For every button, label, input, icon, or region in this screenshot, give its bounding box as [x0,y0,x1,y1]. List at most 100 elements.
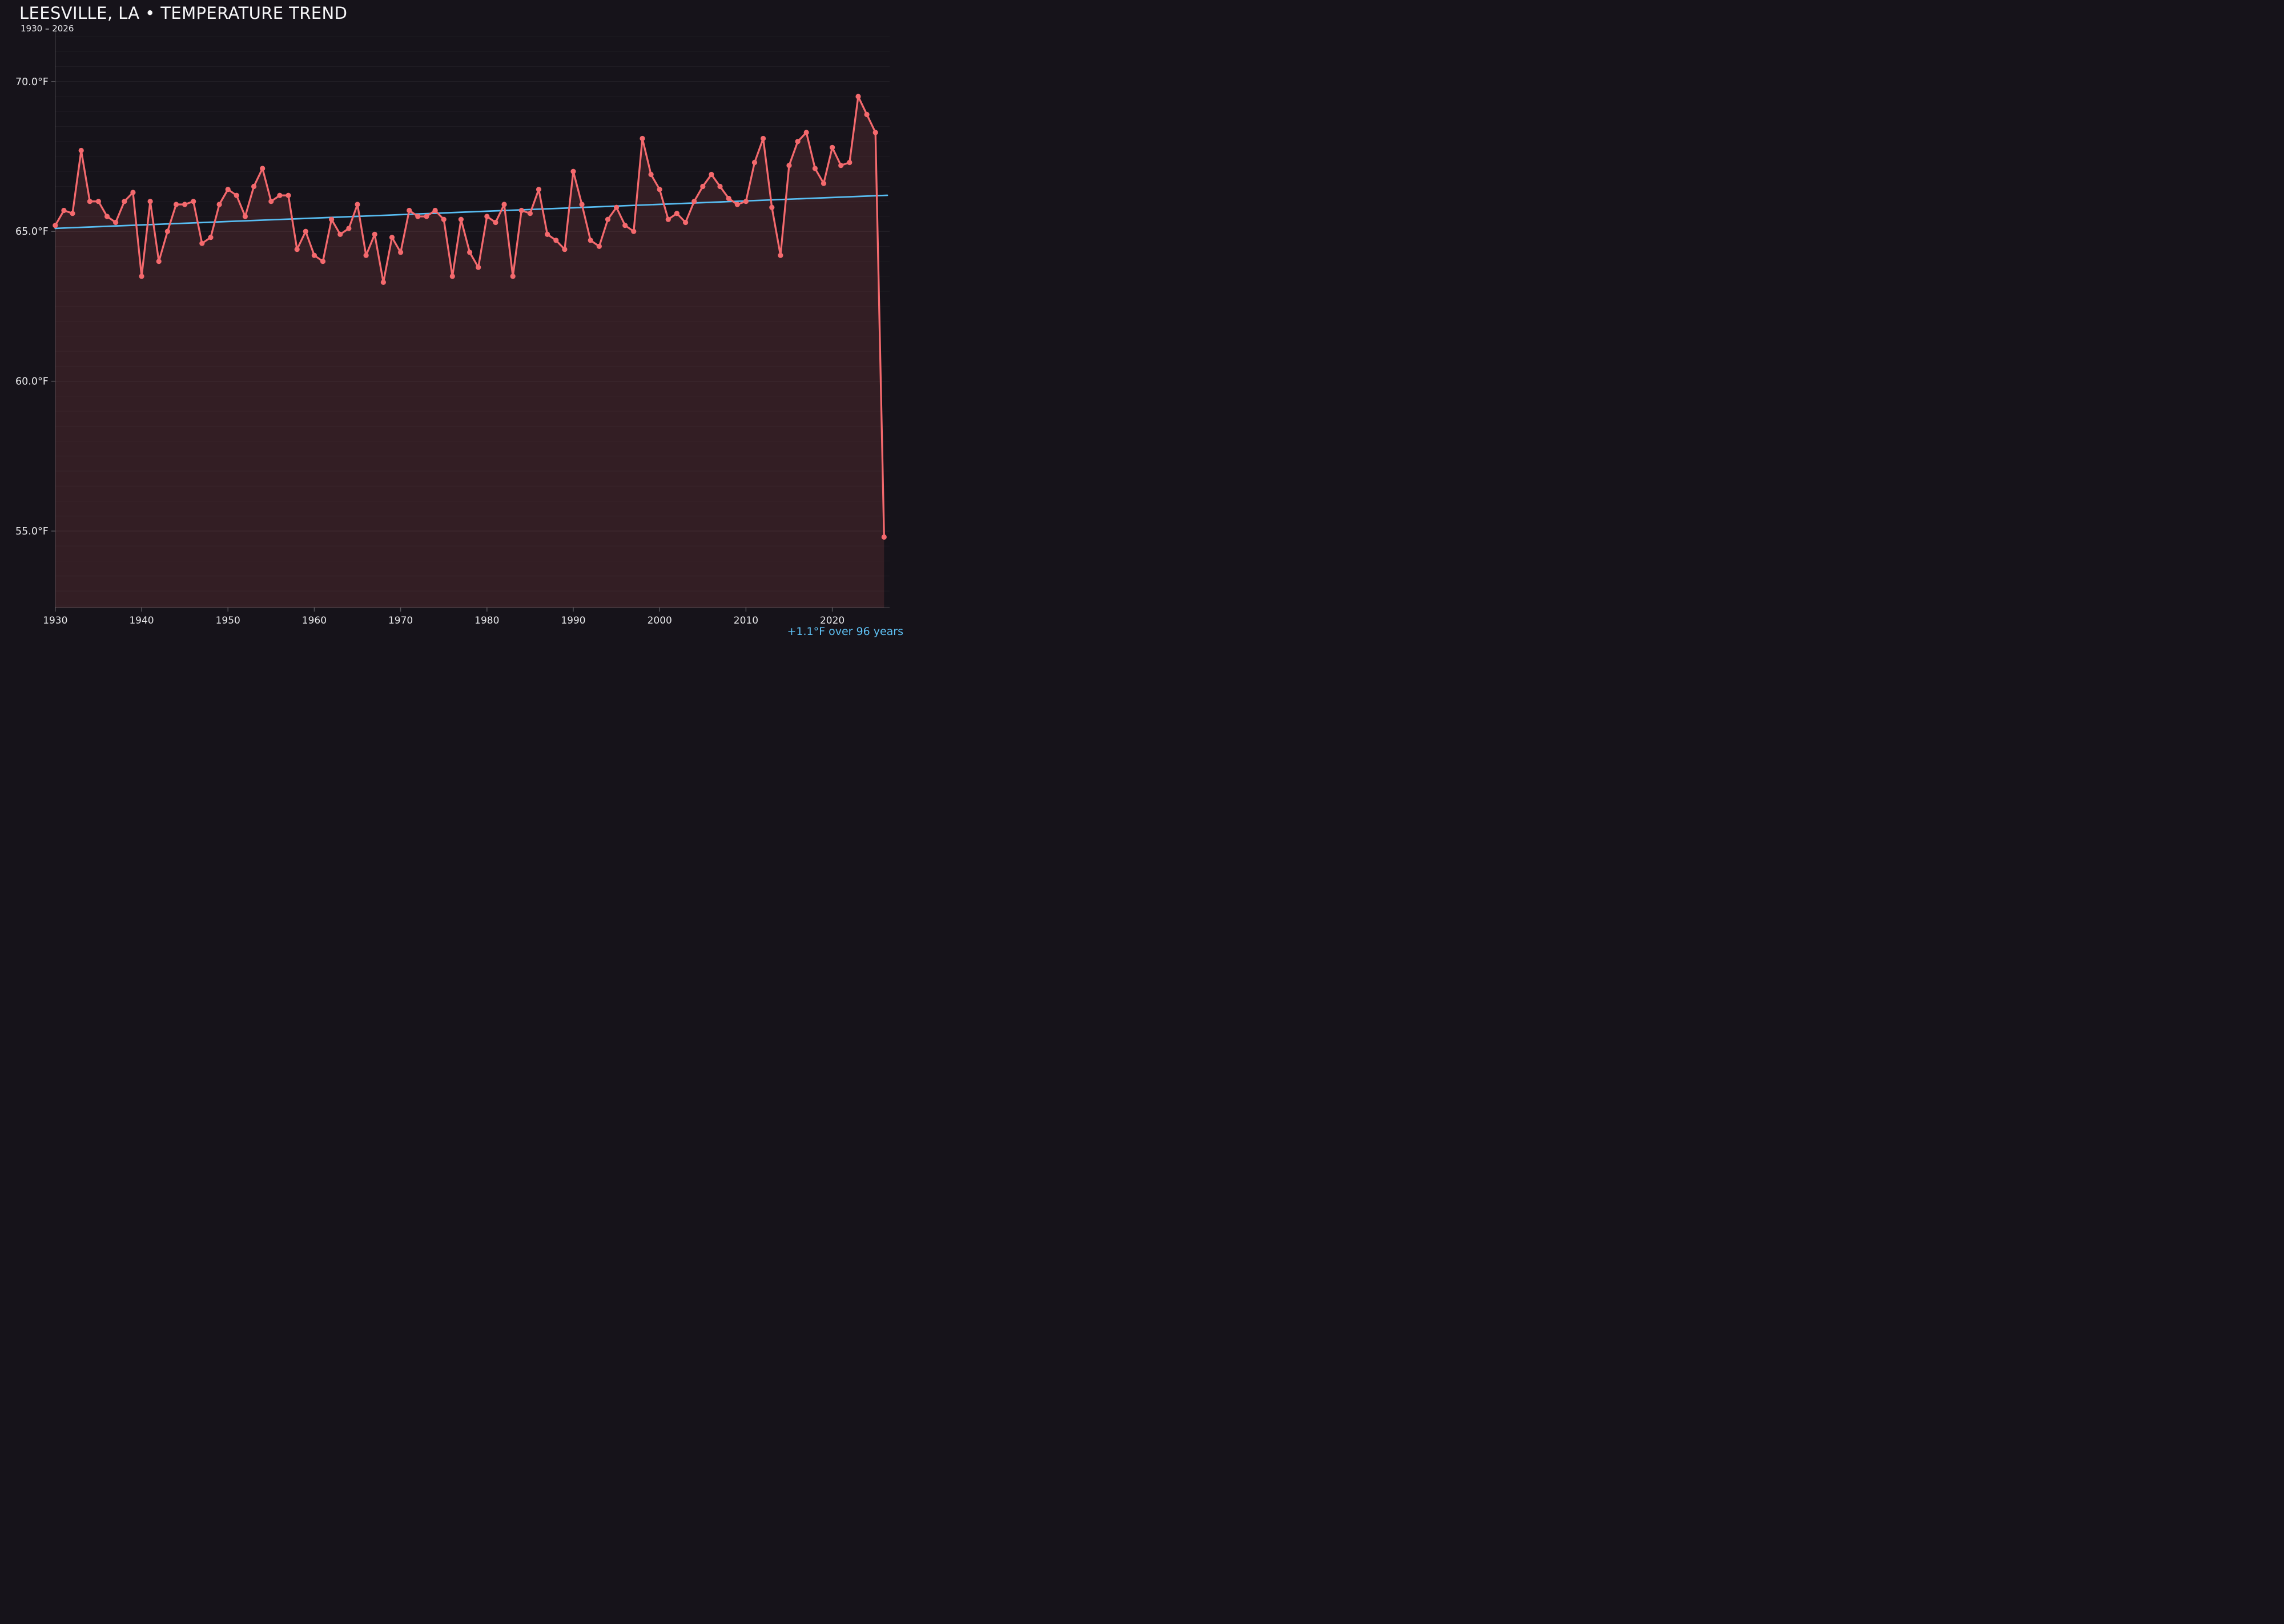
data-point [657,187,662,192]
data-point [476,264,481,270]
data-point [147,199,153,204]
data-point [173,202,179,207]
data-point [216,202,222,207]
data-point [380,279,387,285]
data-point [640,135,645,142]
data-point [864,111,870,118]
data-point [545,231,550,237]
data-point [734,202,740,207]
data-point [751,159,758,166]
x-axis-label: 2020 [820,615,845,626]
temperature-trend-chart: 70.0°F 65.0°F 60.0°F 55.0°F 1930 1940 1950 1960… [15,30,890,626]
data-point [743,199,749,204]
data-point [691,199,697,204]
y-axis-label: 65.0°F [15,226,49,238]
y-axis-label: 70.0°F [15,77,49,88]
data-point [527,211,533,216]
x-axis-label: 1990 [561,615,585,626]
data-point [113,219,119,226]
data-point [553,238,559,243]
data-point [622,223,628,228]
data-point [164,228,170,234]
page-root: LEESVILLE, LA • TEMPERATURE TREND 1930 –… [0,0,914,650]
data-point [294,247,300,252]
data-point [458,216,464,222]
data-point [605,216,611,222]
trend-line [54,194,888,230]
data-point [803,130,809,135]
data-point [130,190,136,195]
data-point [286,192,291,198]
data-point [199,240,205,246]
data-point [700,183,706,190]
data-point [320,259,326,264]
data-point [717,183,723,190]
data-point [234,192,239,198]
data-point [441,216,447,222]
data-point [53,223,58,228]
data-point [122,199,127,204]
data-point [407,207,412,214]
data-point [61,207,67,214]
data-point [363,252,369,258]
data-point [389,235,395,240]
data-point [277,192,283,198]
data-point [78,147,84,154]
data-point [631,228,637,234]
data-point [830,144,835,150]
data-point [156,259,162,264]
trend-annotation: +1.1°F over 96 years [787,625,903,638]
data-point [812,166,818,171]
data-point [70,211,75,216]
data-point [614,204,620,210]
data-point [786,163,792,168]
data-point [726,195,731,202]
data-point [847,159,853,166]
data-point [251,183,257,190]
x-axis-label: 1950 [216,615,240,626]
data-point [191,199,196,204]
data-point [588,238,593,243]
data-point [208,235,214,240]
data-point [268,199,274,204]
data-point [795,139,801,144]
data-point [855,94,861,99]
data-point [881,534,887,540]
x-axis-label: 1970 [388,615,413,626]
data-point [398,250,404,255]
data-point [683,219,689,226]
data-point [484,214,490,219]
data-point [596,243,602,249]
data-point [182,202,188,207]
data-point [562,247,568,252]
data-point [346,226,352,231]
x-axis-label: 1980 [475,615,499,626]
area-fill [55,97,884,608]
data-point [337,231,343,237]
data-point [311,252,317,258]
data-point [467,250,473,255]
x-axis-label: 2010 [734,615,758,626]
x-axis-label: 2000 [648,615,672,626]
chart-subtitle: 1930 – 2026 [21,23,74,34]
data-point [518,207,524,214]
data-point [449,274,455,279]
x-axis-label: 1940 [129,615,154,626]
data-point [303,228,308,234]
data-point [536,187,542,192]
data-point [761,135,766,142]
y-axis-label: 55.0°F [15,526,49,537]
data-point [95,199,101,204]
data-point [579,202,585,207]
data-point [493,219,498,226]
data-point [242,214,248,219]
y-axis-label: 60.0°F [15,376,49,388]
data-point [778,252,783,258]
data-point [225,187,231,192]
x-axis-label: 1960 [302,615,327,626]
data-point [665,216,671,222]
data-point [260,166,266,171]
data-point [648,171,654,178]
data-point [424,214,429,219]
data-point [87,199,93,204]
